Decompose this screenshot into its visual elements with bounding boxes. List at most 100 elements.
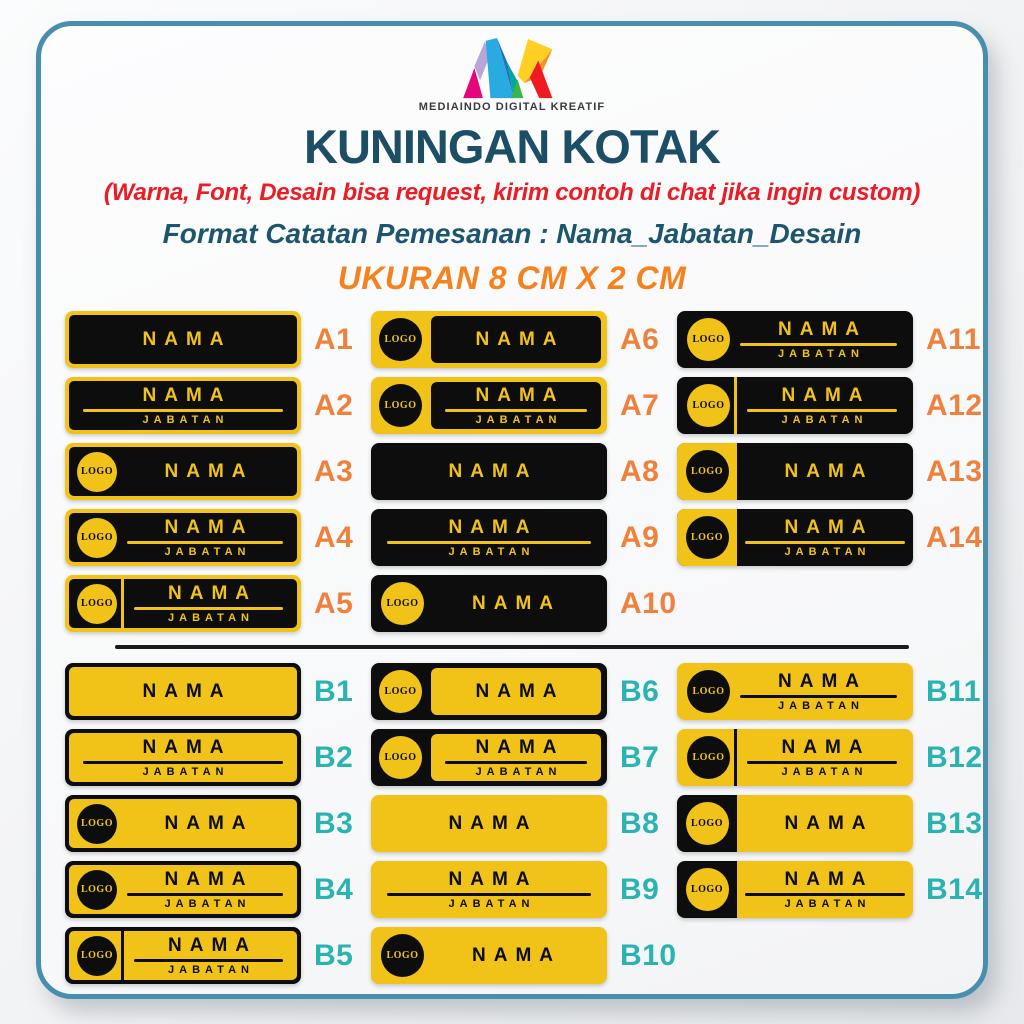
logo-panel: LOGO	[677, 795, 737, 852]
jabatan-text: JABATAN	[475, 766, 562, 778]
name-text: NAMA	[778, 319, 867, 340]
design-code-b6: B6	[620, 674, 660, 708]
logo-placeholder-icon: LOGO	[685, 802, 729, 845]
catalog-item-a14: LOGO NAMA JABATAN A14	[677, 509, 983, 566]
design-a9-preview: NAMA JABATAN	[371, 509, 607, 566]
design-a8-preview: NAMA	[371, 443, 607, 500]
design-b5-preview: LOGO NAMA JABATAN	[65, 927, 301, 984]
design-code-b8: B8	[620, 806, 660, 840]
logo-placeholder-icon: LOGO	[685, 516, 729, 559]
series-b-col-2: LOGO NAMA B6 LOGO NAMA JABATAN B7	[371, 663, 677, 984]
design-b11-preview: LOGO NAMA JABATAN	[677, 663, 913, 720]
catalog-item-a4: LOGO NAMA JABATAN A4	[65, 509, 371, 566]
customization-note: (Warna, Font, Desain bisa request, kirim…	[103, 179, 921, 206]
name-text: NAMA	[164, 517, 254, 538]
design-code-a9: A9	[620, 520, 660, 554]
catalog-item-a2: NAMA JABATAN A2	[65, 377, 371, 434]
jabatan-text: JABATAN	[778, 348, 864, 360]
design-code-a1: A1	[314, 322, 354, 356]
order-format-note: Format Catatan Pemesanan : Nama_Jabatan_…	[162, 218, 862, 249]
design-code-a5: A5	[314, 586, 354, 620]
name-text: NAMA	[472, 592, 561, 614]
design-code-a10: A10	[620, 586, 677, 620]
logo-placeholder-icon: LOGO	[381, 582, 424, 625]
design-a5-preview: LOGO NAMA JABATAN	[65, 575, 301, 632]
logo-placeholder-icon: LOGO	[687, 736, 730, 779]
design-code-b9: B9	[620, 872, 660, 906]
catalog-item-a7: LOGO NAMA JABATAN A7	[371, 377, 677, 434]
brand-header: MEDIAINDO DIGITAL KREATIF	[61, 38, 963, 113]
design-code-a2: A2	[314, 388, 354, 422]
catalog-item-a6: LOGO NAMA A6	[371, 311, 677, 368]
design-b9-preview: NAMA JABATAN	[371, 861, 607, 918]
catalog-card: MEDIAINDO DIGITAL KREATIF KUNINGAN KOTAK…	[36, 21, 988, 999]
design-code-a3: A3	[314, 454, 354, 488]
logo-placeholder-icon: LOGO	[379, 736, 422, 779]
catalog-item-b7: LOGO NAMA JABATAN B7	[371, 729, 677, 786]
divider-line	[134, 959, 283, 962]
design-code-b2: B2	[314, 740, 354, 774]
design-code-b11: B11	[926, 674, 981, 708]
name-text: NAMA	[475, 385, 565, 406]
catalog-item-a1: NAMA A1	[65, 311, 371, 368]
divider-line	[134, 607, 283, 610]
divider-line	[734, 377, 737, 434]
logo-placeholder-icon: LOGO	[687, 384, 730, 427]
name-text: NAMA	[784, 517, 874, 538]
jabatan-text: JABATAN	[168, 964, 254, 976]
name-text: NAMA	[164, 869, 254, 890]
divider-line	[445, 409, 587, 412]
logo-placeholder-icon: LOGO	[379, 384, 422, 427]
name-text: NAMA	[448, 869, 538, 890]
design-b14-preview: LOGO NAMA JABATAN	[677, 861, 913, 918]
design-code-b7: B7	[620, 740, 660, 774]
jabatan-text: JABATAN	[448, 546, 535, 558]
jabatan-text: JABATAN	[784, 546, 871, 558]
design-b13-preview: LOGO NAMA	[677, 795, 913, 852]
name-text: NAMA	[142, 385, 232, 406]
jabatan-text: JABATAN	[781, 766, 868, 778]
divider-line	[121, 931, 124, 980]
design-code-b1: B1	[314, 674, 354, 708]
jabatan-text: JABATAN	[448, 898, 535, 910]
catalog-item-b12: LOGO NAMA JABATAN B12	[677, 729, 983, 786]
design-b4-preview: LOGO NAMA JABATAN	[65, 861, 301, 918]
catalog-item-a12: LOGO NAMA JABATAN A12	[677, 377, 983, 434]
design-a4-preview: LOGO NAMA JABATAN	[65, 509, 301, 566]
jabatan-text: JABATAN	[164, 898, 251, 910]
brand-name: MEDIAINDO DIGITAL KREATIF	[418, 101, 606, 113]
jabatan-text: JABATAN	[164, 546, 251, 558]
logo-placeholder-icon: LOGO	[77, 517, 117, 558]
divider-line	[745, 893, 905, 896]
logo-placeholder-icon: LOGO	[687, 670, 730, 713]
jabatan-text: JABATAN	[778, 700, 864, 712]
series-a-col-3: LOGO NAMA JABATAN A11 LOGO NAMA	[677, 311, 983, 632]
divider-line	[387, 893, 591, 896]
jabatan-text: JABATAN	[475, 414, 562, 426]
design-code-a7: A7	[620, 388, 660, 422]
design-b2-preview: NAMA JABATAN	[65, 729, 301, 786]
design-b6-preview: LOGO NAMA	[371, 663, 607, 720]
design-code-b5: B5	[314, 938, 354, 972]
design-code-a14: A14	[926, 520, 983, 554]
design-code-a4: A4	[314, 520, 354, 554]
series-a-col-2: LOGO NAMA A6 LOGO NAMA JABATAN A7	[371, 311, 677, 632]
divider-line	[740, 695, 897, 698]
divider-line	[445, 761, 587, 764]
name-text: NAMA	[142, 737, 232, 758]
design-a12-preview: LOGO NAMA JABATAN	[677, 377, 913, 434]
design-code-a12: A12	[926, 388, 983, 422]
design-code-b12: B12	[926, 740, 983, 774]
catalog-item-b9: NAMA JABATAN B9	[371, 861, 677, 918]
name-text: NAMA	[168, 583, 257, 604]
name-text: NAMA	[448, 460, 538, 482]
design-code-a6: A6	[620, 322, 660, 356]
name-text: NAMA	[784, 869, 874, 890]
design-b1-preview: NAMA	[65, 663, 301, 720]
divider-line	[740, 343, 897, 346]
design-a14-preview: LOGO NAMA JABATAN	[677, 509, 913, 566]
logo-placeholder-icon: LOGO	[77, 583, 117, 624]
name-text: NAMA	[448, 812, 538, 834]
name-text: NAMA	[142, 680, 232, 702]
jabatan-text: JABATAN	[781, 414, 868, 426]
